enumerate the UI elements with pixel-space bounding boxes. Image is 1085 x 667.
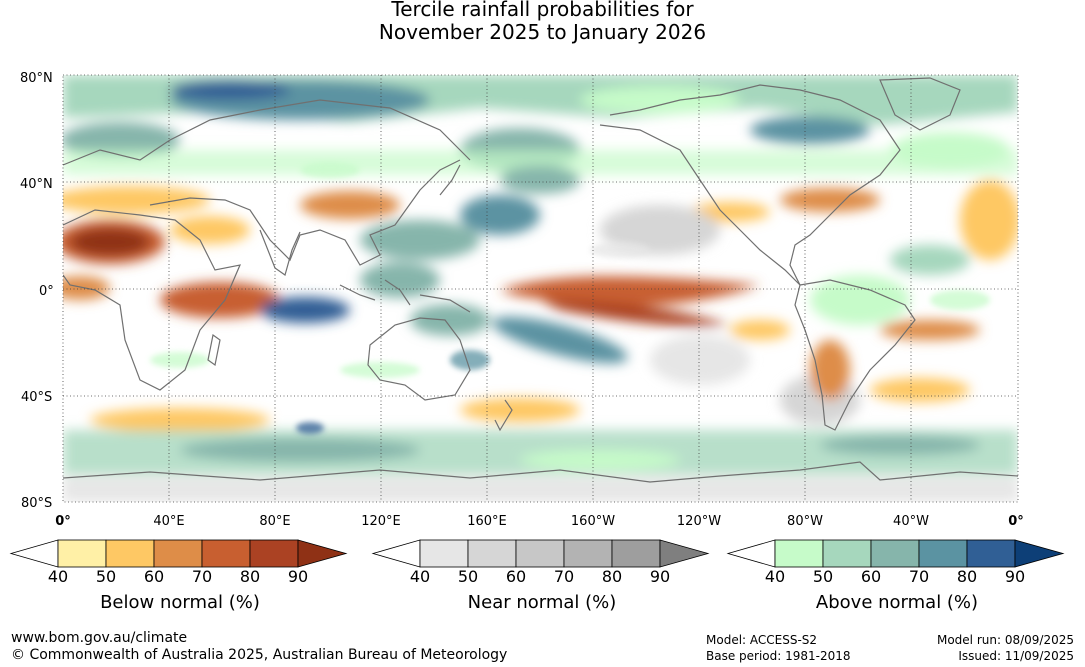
- legend-near-normal: 40 50 60 70 80 90 Near normal (%): [371, 539, 712, 613]
- longitude-labels: 0° 40°E 80°E 120°E 160°E 160°W 120°W 80°…: [55, 514, 1024, 525]
- model-name: Model: ACCESS-S2: [706, 633, 818, 647]
- tick-label: 90: [1004, 567, 1026, 586]
- legend-caption: Above normal (%): [815, 592, 979, 613]
- issued-date: Issued: 11/09/2025: [958, 649, 1074, 663]
- copyright-notice: © Commonwealth of Australia 2025, Austra…: [11, 647, 508, 663]
- website-link[interactable]: www.bom.gov.au/climate: [11, 630, 188, 646]
- tick-label: 40: [764, 567, 786, 586]
- tick-label: 90: [287, 567, 309, 586]
- footer-dates: Model run: 08/09/2025 Issued: 11/09/2025: [937, 632, 1074, 664]
- colorbar-segment: [57, 539, 107, 568]
- tick-label: 40: [47, 567, 69, 586]
- lon-label-40e: 40°E: [153, 514, 184, 525]
- lat-label-80s: 80°S: [21, 496, 52, 511]
- tick-label: 70: [553, 567, 575, 586]
- tick-label: 80: [601, 567, 623, 586]
- tick-label: 90: [649, 567, 671, 586]
- footer-model-info: Model: ACCESS-S2 Base period: 1981-2018: [706, 632, 851, 664]
- colorbar-high-arrow: [659, 539, 710, 568]
- map-title-line1: Tercile rainfall probabilities for: [391, 0, 694, 21]
- lon-label-40w: 40°W: [893, 514, 929, 525]
- colorbar-segment: [822, 539, 872, 568]
- colorbar-segment: [918, 539, 968, 568]
- lat-label-80n: 80°N: [20, 71, 53, 86]
- legend-caption: Near normal (%): [467, 592, 617, 613]
- map-title-line2: November 2025 to January 2026: [378, 20, 707, 44]
- colorbar-segment: [419, 539, 469, 568]
- tick-label: 40: [409, 567, 431, 586]
- lon-label-120e: 120°E: [361, 514, 401, 525]
- colorbar-segment: [611, 539, 661, 568]
- colorbar-low-arrow: [371, 539, 421, 568]
- lon-label-0-right: 0°: [1008, 514, 1024, 525]
- colorbar-near: [371, 539, 710, 568]
- lon-label-160w: 160°W: [571, 514, 615, 525]
- footer-source: www.bom.gov.au/climate © Commonwealth of…: [11, 630, 507, 664]
- colorbar-segment: [201, 539, 251, 568]
- colorbar-segment: [249, 539, 299, 568]
- colorbar-high-arrow: [1014, 539, 1065, 568]
- map-field: [63, 75, 1018, 502]
- rainfall-probability-map: 80°N 40°N 0° 40°S 80°S 0° 40°E 80°E 120°…: [20, 71, 1024, 525]
- colorbar-above: [726, 539, 1065, 568]
- lat-label-40n: 40°N: [20, 177, 53, 192]
- colorbar-low-arrow: [9, 539, 59, 568]
- legend-below-normal: 40 50 60 70 80 90 Below normal (%): [9, 539, 350, 613]
- lon-label-80w: 80°W: [787, 514, 823, 525]
- colorbar-segment: [105, 539, 155, 568]
- model-run-date: Model run: 08/09/2025: [936, 633, 1074, 647]
- colorbar-ticks: 40 50 60 70 80 90: [372, 567, 712, 587]
- tick-label: 80: [956, 567, 978, 586]
- tick-label: 50: [812, 567, 834, 586]
- coastlines: [63, 77, 1018, 483]
- tick-label: 60: [143, 567, 165, 586]
- colorbar-below: [9, 539, 348, 568]
- graticule: [63, 75, 1018, 502]
- tick-label: 50: [95, 567, 117, 586]
- legend-above-normal: 40 50 60 70 80 90 Above normal (%): [726, 539, 1067, 613]
- colorbar-segment: [515, 539, 565, 568]
- base-period: Base period: 1981-2018: [706, 649, 851, 663]
- tick-label: 80: [239, 567, 261, 586]
- lat-label-eq: 0°: [39, 284, 54, 299]
- tick-label: 70: [908, 567, 930, 586]
- colorbar-segment: [870, 539, 920, 568]
- tick-label: 60: [505, 567, 527, 586]
- colorbar-high-arrow: [297, 539, 348, 568]
- lon-label-160e: 160°E: [467, 514, 507, 525]
- latitude-labels: 80°N 40°N 0° 40°S 80°S: [20, 71, 54, 511]
- lon-label-80e: 80°E: [259, 514, 290, 525]
- colorbar-segment: [774, 539, 824, 568]
- colorbar-segment: [467, 539, 517, 568]
- legend-caption: Below normal (%): [100, 592, 260, 613]
- colorbar-segment: [563, 539, 613, 568]
- colorbar-segment: [153, 539, 203, 568]
- tick-label: 70: [191, 567, 213, 586]
- colorbar-ticks: 40 50 60 70 80 90: [727, 567, 1067, 587]
- lon-label-120w: 120°W: [677, 514, 721, 525]
- colorbar-low-arrow: [726, 539, 776, 568]
- lon-label-0-left: 0°: [55, 514, 71, 525]
- tick-label: 60: [860, 567, 882, 586]
- colorbar-ticks: 40 50 60 70 80 90: [10, 567, 350, 587]
- colorbar-segment: [966, 539, 1016, 568]
- lat-label-40s: 40°S: [21, 390, 52, 405]
- tick-label: 50: [457, 567, 479, 586]
